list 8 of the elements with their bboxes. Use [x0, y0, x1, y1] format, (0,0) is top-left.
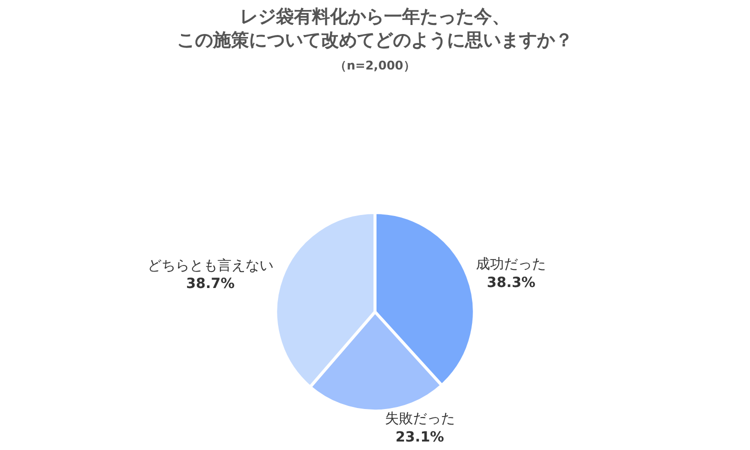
data-label: 23.1%	[396, 429, 444, 446]
chart-title: レジ袋有料化から一年たった今、この施策について改めてどのように思いますか？	[177, 6, 573, 51]
chart-subtitle: （n=2,000）	[334, 58, 416, 72]
data-label: 38.7%	[186, 276, 235, 292]
data-label: 38.3%	[486, 274, 536, 291]
slice-label: 失敗だった	[384, 411, 455, 428]
slice-label: 成功だった	[476, 256, 546, 273]
slice-label: どちらとも言えない	[147, 258, 274, 274]
